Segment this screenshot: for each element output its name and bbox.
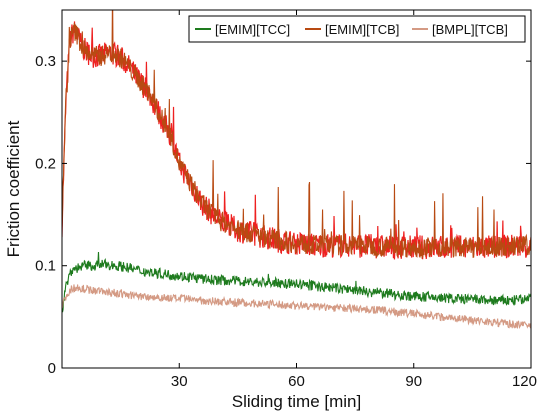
x-axis-label: Sliding time [min] bbox=[232, 392, 361, 411]
y-tick-label: 0.2 bbox=[35, 155, 56, 172]
y-tick-label: 0 bbox=[48, 360, 56, 377]
legend-label-1: [EMIM][TCB] bbox=[325, 22, 399, 37]
y-tick-label: 0.3 bbox=[35, 53, 56, 70]
series-line-0 bbox=[62, 251, 531, 313]
series-background-line bbox=[62, 21, 531, 260]
plot-area bbox=[62, 10, 531, 329]
x-tick-label: 120 bbox=[512, 373, 537, 390]
x-tick-label: 90 bbox=[405, 373, 422, 390]
legend-box bbox=[188, 15, 526, 43]
series-line-2 bbox=[62, 284, 531, 329]
axes: 0 0.1 0.2 0.3 30 60 90 120 bbox=[35, 9, 537, 390]
x-tick-label: 30 bbox=[171, 373, 188, 390]
legend: [EMIM][TCC] [EMIM][TCB] [BMPL][TCB] bbox=[188, 15, 526, 43]
y-axis-label: Friction coefficient bbox=[4, 120, 23, 257]
legend-label-2: [BMPL][TCB] bbox=[432, 22, 508, 37]
series-line-1 bbox=[62, 10, 531, 259]
series-group bbox=[62, 10, 531, 329]
y-tick-label: 0.1 bbox=[35, 258, 56, 275]
legend-label-0: [EMIM][TCC] bbox=[215, 22, 290, 37]
x-tick-label: 60 bbox=[288, 373, 305, 390]
